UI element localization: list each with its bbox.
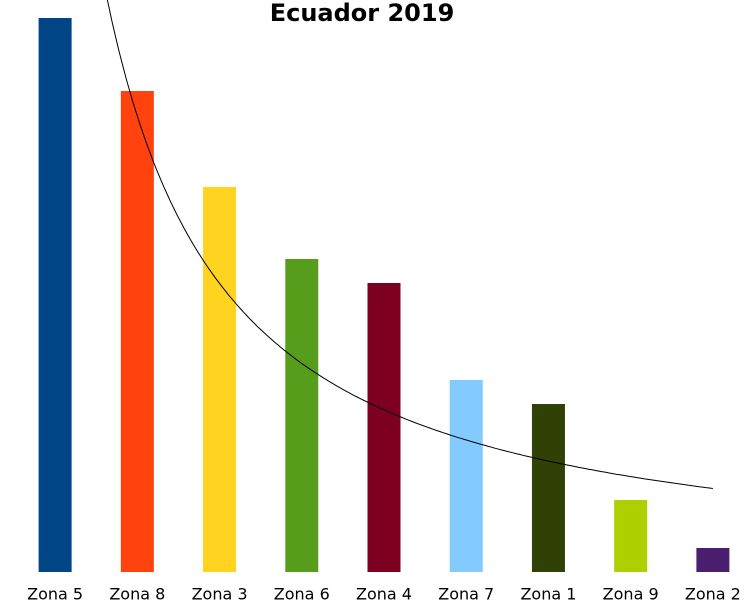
x-tick-label: Zona 2 (685, 585, 741, 604)
bar (367, 283, 401, 572)
x-tick-label: Zona 6 (274, 585, 330, 604)
bar (531, 404, 565, 572)
bar (203, 187, 237, 572)
x-tick-label: Zona 9 (603, 585, 659, 604)
x-tick-label: Zona 8 (109, 585, 165, 604)
trendline (106, 0, 713, 489)
x-tick-label: Zona 5 (27, 585, 83, 604)
bar (120, 91, 154, 572)
bar (38, 18, 72, 572)
x-tick-label: Zona 7 (438, 585, 494, 604)
bar (614, 500, 648, 572)
bar (696, 548, 730, 572)
x-tick-label: Zona 3 (192, 585, 248, 604)
x-tick-label: Zona 1 (520, 585, 576, 604)
chart-title: Ecuador 2019 (270, 0, 455, 27)
x-tick-label: Zona 4 (356, 585, 412, 604)
bar (285, 259, 319, 572)
bar (449, 380, 483, 572)
